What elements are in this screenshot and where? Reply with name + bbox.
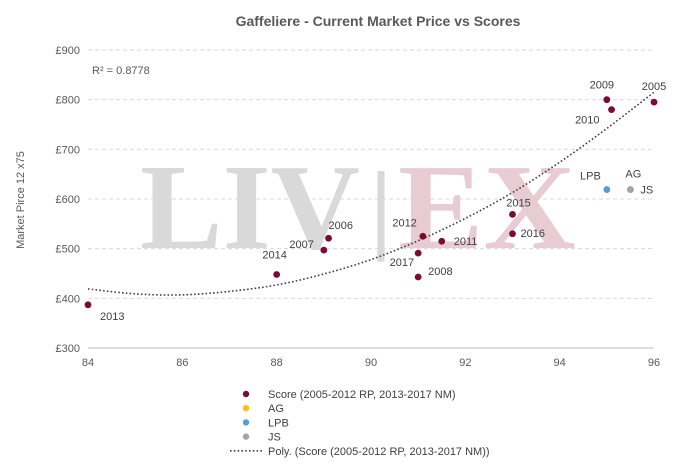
x-tick-label: 86 — [176, 357, 188, 369]
data-label-2016: 2016 — [521, 228, 545, 240]
y-tick-labels: £300 £400 £500 £600 £700 £800 £900 — [56, 45, 80, 355]
data-point-2010 — [608, 106, 615, 113]
legend-marker — [242, 419, 250, 426]
data-point-2011 — [438, 237, 446, 245]
x-tick-label: 88 — [271, 357, 283, 369]
data-label-2010: 2010 — [575, 115, 599, 127]
watermark-separator: | — [370, 151, 392, 262]
data-point-js — [627, 186, 634, 193]
data-point-2005 — [650, 98, 658, 106]
data-point-2016 — [509, 230, 516, 238]
data-point-2006 — [325, 234, 332, 242]
data-label-2017: 2017 — [390, 257, 414, 269]
data-point-2013 — [84, 301, 92, 309]
x-tick-label: 94 — [554, 357, 566, 369]
data-label-2012: 2012 — [392, 217, 416, 229]
x-tick-label: 84 — [82, 357, 94, 369]
data-label-ag: AG — [625, 169, 641, 181]
data-label-2006: 2006 — [329, 220, 353, 232]
chart-title: Gaffeliere - Current Market Price vs Sco… — [236, 13, 521, 29]
gridlines — [88, 49, 654, 349]
y-tick-label: £300 — [56, 343, 80, 355]
y-tick-label: £900 — [56, 45, 80, 57]
x-tick-labels: 84 86 88 90 92 94 96 — [82, 357, 660, 369]
legend-marker — [242, 390, 250, 398]
data-label-js: JS — [640, 185, 653, 197]
r-squared-annotation: R² = 0.8778 — [92, 65, 150, 77]
legend: Score (2005-2012 RP, 2013-2017 NM) AG LPB J… — [230, 389, 490, 458]
y-axis-label: Market Pirce 12 x75 — [15, 151, 27, 249]
watermark-text-left: LIV — [140, 140, 360, 275]
y-tick-label: £400 — [56, 293, 80, 305]
legend-entry-label: AG — [268, 403, 284, 415]
data-label-2007: 2007 — [289, 239, 313, 251]
data-label-2005: 2005 — [642, 81, 666, 93]
data-label-2009: 2009 — [590, 80, 614, 92]
y-tick-label: £700 — [56, 144, 80, 156]
y-tick-label: £600 — [56, 194, 80, 206]
legend-entry-label: JS — [268, 432, 281, 444]
data-label-2014: 2014 — [262, 249, 286, 261]
data-label-2011: 2011 — [454, 236, 478, 248]
data-label-2008: 2008 — [428, 266, 452, 278]
legend-marker — [242, 405, 250, 412]
data-point-2008 — [414, 273, 422, 281]
data-point-2017 — [414, 249, 422, 257]
legend-entry-label: LPB — [268, 417, 289, 429]
data-point-lpb — [603, 186, 611, 193]
data-point-2015 — [509, 210, 516, 218]
legend-marker — [242, 433, 250, 440]
x-tick-label: 96 — [648, 357, 660, 369]
data-point-2009 — [603, 96, 611, 104]
legend-entry-label: Poly. (Score (2005-2012 RP, 2013-2017 NM… — [268, 446, 490, 458]
data-point-2014 — [273, 271, 281, 278]
x-tick-label: 90 — [365, 357, 377, 369]
data-label-2015: 2015 — [506, 197, 530, 209]
x-tick-label: 92 — [459, 357, 471, 369]
y-tick-label: £800 — [56, 95, 80, 107]
data-point-2007 — [320, 246, 328, 254]
data-label-lpb: LPB — [580, 171, 601, 183]
y-tick-label: £500 — [56, 244, 80, 256]
data-point-2012 — [419, 232, 427, 240]
legend-entry-label: Score (2005-2012 RP, 2013-2017 NM) — [268, 389, 456, 401]
data-label-2013: 2013 — [100, 311, 124, 323]
